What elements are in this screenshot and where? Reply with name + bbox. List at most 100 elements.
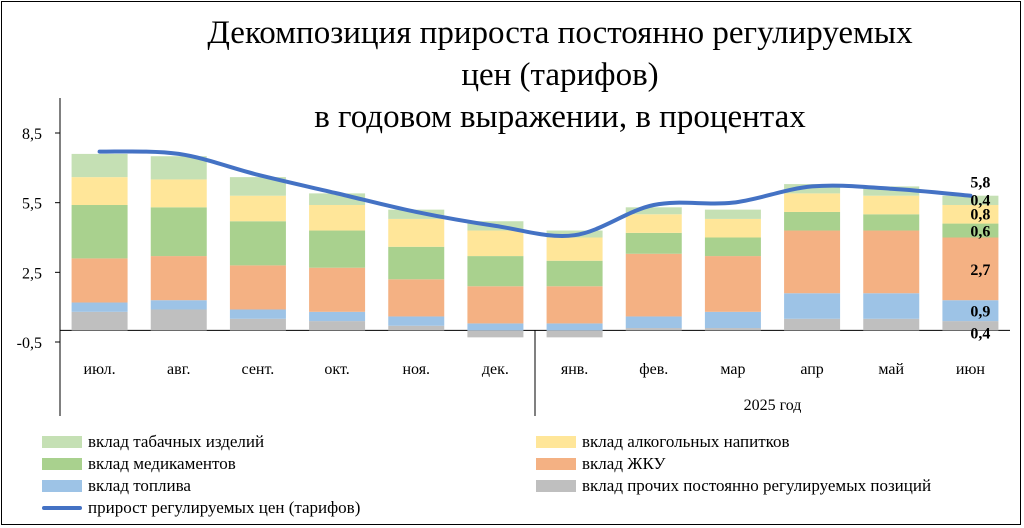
legend-item-fuel: вклад топлива xyxy=(42,476,191,496)
bar-segment xyxy=(71,302,128,312)
bar-segment xyxy=(704,311,761,329)
bar-segment xyxy=(388,325,445,331)
bar-segment xyxy=(863,214,920,231)
bar-segment xyxy=(863,195,920,215)
bar-segment xyxy=(625,207,682,215)
bar-segment xyxy=(467,286,524,324)
data-label: 2,7 xyxy=(970,262,990,279)
bar-segment xyxy=(71,311,128,331)
legend-label-tobacco: вклад табачных изделий xyxy=(88,432,265,451)
bar-segment xyxy=(388,209,445,219)
bar-segment xyxy=(625,328,682,331)
bar-segment xyxy=(229,177,286,196)
bar-segment xyxy=(704,328,761,331)
bar-segment xyxy=(71,204,128,259)
bar-segment xyxy=(784,193,841,212)
legend-item-other: вклад прочих постоянно регулируемых пози… xyxy=(536,476,931,496)
bar-segment xyxy=(150,309,207,331)
data-label: 5,8 xyxy=(970,175,990,192)
bar-segment xyxy=(229,265,286,310)
bar-segment xyxy=(309,321,366,331)
chart-title-line-1: Декомпозиция прироста постоянно регулиру… xyxy=(207,15,913,51)
bar-segment xyxy=(388,218,445,247)
bar-segment xyxy=(309,193,366,205)
legend-swatch-utilities xyxy=(536,458,576,470)
x-tick-label: авг. xyxy=(167,361,190,378)
bar-segment xyxy=(546,286,603,324)
bar-segment xyxy=(309,267,366,312)
bar-segment xyxy=(704,209,761,219)
bar-segment xyxy=(942,195,999,205)
bar-segment xyxy=(942,321,999,331)
bar-segment xyxy=(150,179,207,208)
chart-title: Декомпозиция прироста постоянно регулиру… xyxy=(140,12,980,138)
growth-line xyxy=(97,149,973,238)
chart-title-line-2: цен (тарифов) xyxy=(461,57,659,93)
legend-item-tobacco: вклад табачных изделий xyxy=(42,432,264,452)
data-label: 0,6 xyxy=(970,224,990,241)
bar-segment xyxy=(704,237,761,257)
bar-segment xyxy=(625,214,682,233)
legend-item-alcohol: вклад алкогольных напитков xyxy=(536,432,790,452)
bar-segment xyxy=(942,223,999,238)
x-tick-label: окт. xyxy=(324,361,349,378)
bar-segment xyxy=(784,318,841,331)
year-label: 2025 год xyxy=(744,397,802,414)
bar-segment xyxy=(71,153,128,178)
bar-segment xyxy=(309,311,366,322)
x-tick-label: янв. xyxy=(561,361,588,378)
y-tick-label: 5,5 xyxy=(22,196,42,213)
bar-segment xyxy=(229,195,286,222)
legend-label-other: вклад прочих постоянно регулируемых пози… xyxy=(582,476,932,495)
data-label: 0,4 xyxy=(970,325,990,342)
y-tick-label: -0,5 xyxy=(17,335,42,352)
bar-segment xyxy=(625,316,682,329)
bar-segment xyxy=(150,300,207,310)
bar-segment xyxy=(863,318,920,331)
bar-segment xyxy=(625,232,682,254)
bar-segment xyxy=(942,237,999,301)
legend-swatch-alcohol xyxy=(536,436,576,448)
bar-segment xyxy=(863,186,920,196)
legend-swatch-medicine xyxy=(42,458,82,470)
bar-segment xyxy=(150,207,207,257)
bar-segment xyxy=(71,177,128,205)
bar-segment xyxy=(546,237,603,261)
bar-segment xyxy=(942,204,999,224)
chart-legend: вклад табачных изделий вклад алкогольных… xyxy=(0,426,1024,526)
legend-swatch-other xyxy=(536,480,576,492)
legend-line-growth xyxy=(42,506,82,510)
legend-label-alcohol: вклад алкогольных напитков xyxy=(582,432,790,451)
data-label: 0,9 xyxy=(970,304,990,321)
x-tick-label: сент. xyxy=(242,361,275,378)
bar-segment xyxy=(704,218,761,238)
x-tick-label: июн xyxy=(956,361,986,378)
bar-segment xyxy=(784,293,841,319)
bar-segment xyxy=(467,230,524,257)
bar-segment xyxy=(942,300,999,322)
x-tick-label: апр xyxy=(800,361,823,378)
y-tick-label: 8,5 xyxy=(22,126,42,143)
y-tick-label: 2,5 xyxy=(22,265,42,282)
x-tick-label: июл. xyxy=(84,361,116,378)
legend-swatch-tobacco xyxy=(42,436,82,448)
data-label: 0,8 xyxy=(970,207,990,224)
bar-segment xyxy=(71,258,128,303)
bar-segment xyxy=(546,260,603,287)
x-tick-label: ноя. xyxy=(402,361,430,378)
legend-item-medicine: вклад медикаментов xyxy=(42,454,236,474)
x-tick-label: мар xyxy=(720,361,745,378)
bar-segment xyxy=(546,330,603,338)
legend-swatch-fuel xyxy=(42,480,82,492)
bar-segment xyxy=(229,318,286,331)
bar-segment xyxy=(784,211,841,231)
bar-segment xyxy=(467,330,524,338)
legend-label-fuel: вклад топлива xyxy=(88,476,191,495)
bar-segment xyxy=(546,323,603,331)
bar-segment xyxy=(388,246,445,280)
x-tick-label: дек. xyxy=(482,361,509,378)
legend-label-utilities: вклад ЖКУ xyxy=(582,454,666,473)
bar-segment xyxy=(150,256,207,301)
chart-title-line-3: в годовом выражении, в процентах xyxy=(314,99,806,135)
